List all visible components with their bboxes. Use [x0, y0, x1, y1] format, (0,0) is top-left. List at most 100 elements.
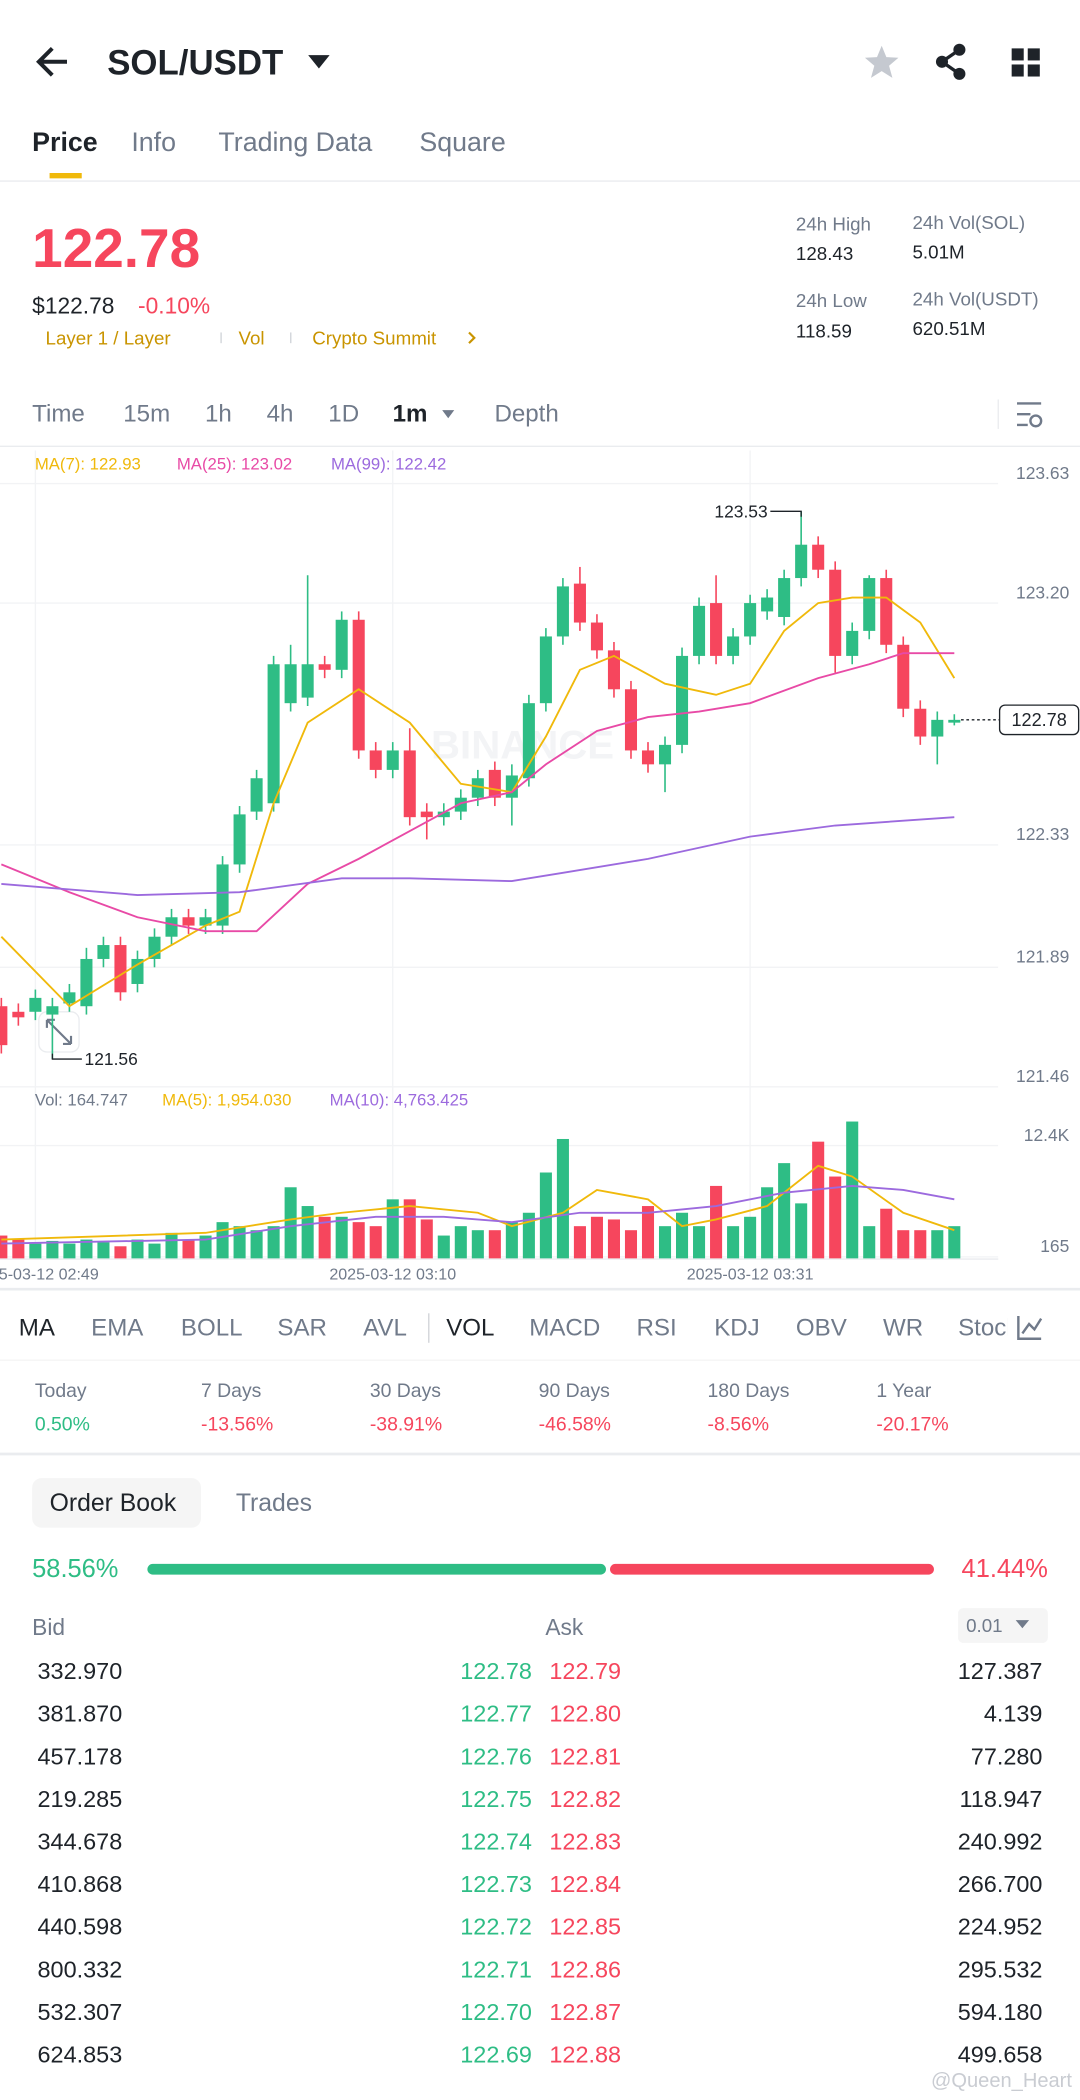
tag[interactable]: Layer 1 / Layer — [46, 327, 171, 348]
ask-amount: 4.139 — [984, 1701, 1043, 1727]
bid-ratio-bar — [147, 1563, 606, 1575]
interval[interactable]: 4h — [267, 401, 294, 428]
favorite-button[interactable] — [864, 45, 899, 78]
bid-amount: 532.307 — [38, 1999, 123, 2025]
candle-body — [471, 778, 484, 798]
volume-bar — [727, 1226, 740, 1259]
price-change: -0.10% — [138, 293, 210, 319]
volume-bar — [301, 1206, 314, 1259]
indicator-tab[interactable]: WR — [883, 1315, 923, 1342]
pair-dropdown[interactable] — [308, 55, 330, 69]
precision-selector[interactable] — [958, 1608, 1048, 1643]
chart-settings-button[interactable] — [1017, 402, 1043, 428]
candle-body — [233, 814, 246, 865]
pair-title[interactable]: SOL/USDT — [107, 44, 283, 83]
stat-value: 620.51M — [913, 318, 986, 339]
tags-chevron — [468, 331, 476, 344]
indicator-tab[interactable]: MACD — [529, 1315, 600, 1342]
stat-label: 24h Vol(SOL) — [913, 212, 1026, 233]
performance-value: 0.50% — [35, 1414, 90, 1436]
stat-value: 118.59 — [796, 321, 852, 342]
candle-body — [641, 750, 655, 765]
candle-body — [880, 578, 893, 645]
interval[interactable]: 1m — [393, 401, 428, 428]
fade — [1007, 1306, 1080, 1353]
performance-value: -20.17% — [876, 1414, 948, 1436]
indicator-tab[interactable]: SAR — [277, 1315, 327, 1342]
tag[interactable]: Crypto Summit — [312, 327, 437, 348]
tab[interactable]: Trading Data — [218, 127, 372, 157]
ask-amount: 77.280 — [971, 1743, 1043, 1769]
y-tick-label: 123.63 — [1016, 463, 1069, 483]
tab[interactable]: Square — [419, 127, 505, 157]
volume-tick-label: 165 — [1040, 1236, 1069, 1256]
bid-amount: 800.332 — [38, 1956, 123, 1982]
tag[interactable]: Vol — [239, 327, 265, 348]
volume-bar — [318, 1216, 331, 1259]
candle-body — [454, 797, 467, 812]
candle-body — [63, 992, 76, 1004]
volume-bar — [420, 1219, 433, 1259]
tab[interactable]: Info — [131, 127, 176, 157]
share-button[interactable] — [935, 43, 966, 80]
candle-body — [114, 945, 127, 993]
indicator-tab[interactable]: RSI — [636, 1315, 676, 1342]
interval[interactable]: 1D — [328, 401, 359, 428]
interval[interactable]: Depth — [494, 401, 558, 428]
volume-bar — [80, 1239, 93, 1259]
expand-chart-button[interactable] — [38, 1011, 80, 1053]
interval[interactable]: Time — [32, 401, 85, 428]
order-book-tab[interactable]: Order Book — [50, 1490, 177, 1517]
volume-legend: Vol: 164.747 — [35, 1091, 128, 1110]
candle-body — [897, 644, 910, 709]
indicator-tab[interactable]: EMA — [91, 1315, 144, 1342]
candle-body — [335, 619, 348, 670]
y-tick-label: 122.33 — [1016, 824, 1069, 844]
volume-ma-line — [1, 1164, 955, 1241]
volume-bar — [131, 1239, 144, 1259]
volume-bar — [761, 1187, 774, 1259]
volume-bar — [948, 1226, 961, 1259]
precision-dropdown[interactable] — [1015, 1620, 1030, 1629]
menu-grid-button[interactable] — [1011, 48, 1040, 77]
ask-price: 122.82 — [549, 1786, 621, 1812]
interval[interactable]: 1h — [205, 401, 232, 428]
bid-price: 122.75 — [460, 1786, 532, 1812]
order-book-tab[interactable]: Trades — [236, 1490, 312, 1517]
indicator-tab[interactable]: BOLL — [181, 1315, 243, 1342]
volume-bar — [97, 1242, 110, 1259]
x-tick-label: 2025-03-12 03:31 — [687, 1265, 814, 1283]
indicator-tab[interactable]: KDJ — [714, 1315, 760, 1342]
candle-body — [693, 605, 706, 656]
interval-dropdown[interactable] — [442, 410, 455, 419]
indicator-tab[interactable]: MA — [19, 1315, 56, 1342]
ask-price: 122.81 — [549, 1743, 621, 1769]
volume-bar — [931, 1230, 944, 1259]
indicator-tab[interactable]: OBV — [796, 1315, 847, 1342]
volume-bar — [710, 1185, 723, 1259]
legend-entry: MA(25): 123.02 — [177, 454, 292, 473]
back-button[interactable] — [36, 46, 67, 77]
ask-price: 122.83 — [549, 1829, 621, 1855]
ask-amount: 295.532 — [958, 1956, 1043, 1982]
interval[interactable]: 15m — [123, 401, 170, 428]
indicator-tab[interactable]: AVL — [363, 1315, 407, 1342]
last-price-label: 122.78 — [1011, 710, 1066, 730]
bid-amount: 457.178 — [38, 1743, 123, 1769]
stat-value: 5.01M — [913, 242, 965, 263]
volume-bar — [12, 1239, 25, 1259]
tab[interactable]: Price — [32, 127, 98, 157]
high-pointer — [770, 510, 802, 517]
precision[interactable]: 0.01 — [966, 1615, 1002, 1636]
candle-body — [12, 1011, 25, 1018]
legend-entry: MA(99): 122.42 — [331, 454, 446, 473]
chart-watermark: BINANCE — [431, 723, 614, 768]
chart-tools-button[interactable] — [1017, 1315, 1043, 1340]
candle-body — [284, 664, 297, 704]
performance-value: -46.58% — [539, 1414, 611, 1436]
indicator-tab[interactable]: VOL — [446, 1315, 494, 1342]
candle-body — [301, 664, 314, 698]
bid-amount: 440.598 — [38, 1914, 123, 1940]
candle-body — [778, 578, 791, 617]
